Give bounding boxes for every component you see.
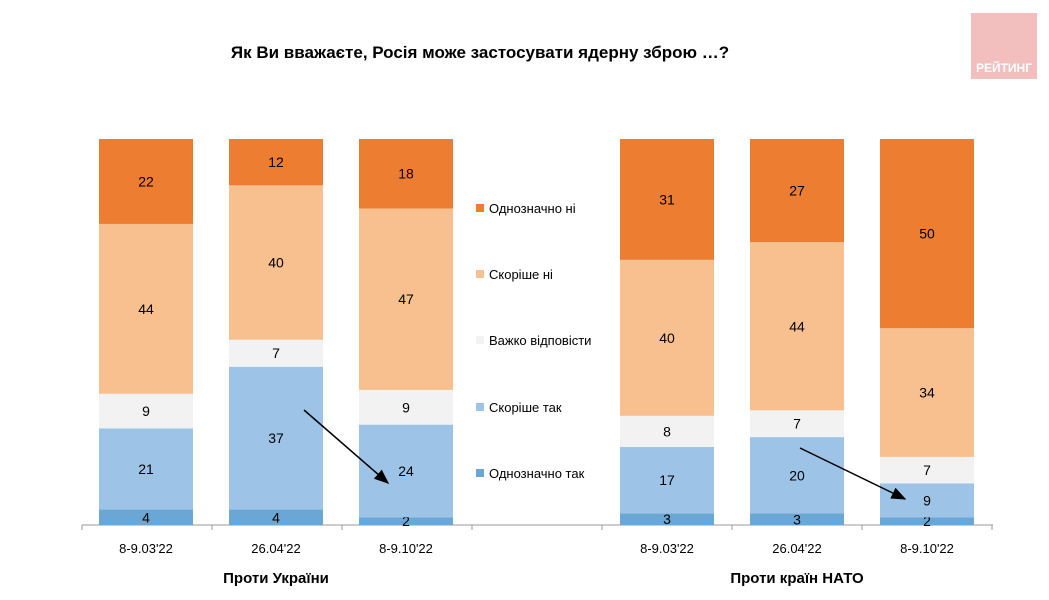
legend-swatch — [476, 336, 484, 344]
chart-title: Як Ви вважаєте, Росія може застосувати я… — [231, 43, 729, 62]
data-label: 9 — [402, 399, 410, 415]
bar-segment — [99, 509, 193, 525]
bar-segment — [359, 208, 453, 390]
legend-label: Скоріше так — [489, 400, 562, 415]
data-label: 3 — [793, 511, 801, 527]
data-label: 44 — [138, 301, 154, 317]
bar-segment — [99, 393, 193, 429]
trend-arrow — [799, 447, 907, 500]
x-tick-label: 8-9.10'22 — [379, 541, 433, 556]
bar-segment — [880, 139, 974, 329]
group-label: Проти України — [223, 570, 329, 587]
x-tick-label: 8-9.03'22 — [119, 541, 173, 556]
data-label: 22 — [138, 173, 154, 189]
data-label: 7 — [272, 345, 280, 361]
data-label: 9 — [142, 403, 150, 419]
data-label: 37 — [268, 430, 284, 446]
bar-segment — [880, 517, 974, 525]
bar-segment — [229, 339, 323, 367]
bar-segment — [620, 513, 714, 525]
data-label: 40 — [659, 330, 675, 346]
bar-segment — [750, 513, 844, 525]
data-label: 24 — [398, 463, 414, 479]
bar-segment — [750, 437, 844, 514]
bar-segment — [620, 259, 714, 416]
bar-segment — [359, 139, 453, 209]
data-label: 8 — [663, 423, 671, 439]
bar-segment — [359, 517, 453, 525]
legend-swatch — [476, 270, 484, 278]
bar-segment — [99, 428, 193, 510]
bar-segment — [620, 447, 714, 514]
data-label: 2 — [923, 513, 931, 529]
x-tick-label: 8-9.10'22 — [900, 541, 954, 556]
data-label: 17 — [659, 472, 675, 488]
bar-segment — [359, 389, 453, 425]
data-label: 7 — [793, 416, 801, 432]
logo-text: РЕЙТИНГ — [975, 61, 1033, 75]
legend-label: Однозначно ні — [489, 201, 576, 216]
data-label: 27 — [789, 183, 805, 199]
bar-segment — [880, 456, 974, 484]
data-label: 4 — [142, 509, 150, 525]
bar-segment — [880, 328, 974, 457]
bar-segment — [229, 509, 323, 525]
bar-segment — [229, 366, 323, 510]
bar-segment — [229, 139, 323, 186]
group-label: Проти країн НАТО — [730, 570, 864, 587]
legend-swatch — [476, 403, 484, 411]
data-label: 7 — [923, 462, 931, 478]
legend-swatch — [476, 469, 484, 477]
data-label: 31 — [659, 191, 675, 207]
bar-segment — [620, 139, 714, 260]
bar-segment — [229, 185, 323, 340]
legend-label: Важко відповісти — [489, 333, 591, 348]
data-label: 2 — [402, 513, 410, 529]
data-label: 4 — [272, 509, 280, 525]
x-tick-label: 26.04'22 — [772, 541, 821, 556]
data-label: 50 — [919, 226, 935, 242]
data-label: 9 — [923, 492, 931, 508]
data-label: 34 — [919, 385, 935, 401]
data-label: 21 — [138, 461, 154, 477]
bar-segment — [99, 139, 193, 224]
data-label: 18 — [398, 166, 414, 182]
legend-label: Скоріше ні — [489, 267, 553, 282]
bar-segment — [750, 242, 844, 411]
data-label: 40 — [268, 255, 284, 271]
bar-segment — [750, 139, 844, 243]
data-label: 47 — [398, 291, 414, 307]
legend-label: Однозначно так — [489, 466, 585, 481]
data-label: 3 — [663, 511, 671, 527]
data-label: 20 — [789, 467, 805, 483]
data-label: 44 — [789, 318, 805, 334]
data-label: 12 — [268, 154, 284, 170]
rating-logo: РЕЙТИНГ — [971, 13, 1037, 79]
bar-segment — [99, 223, 193, 394]
legend-swatch — [476, 204, 484, 212]
trend-arrow — [303, 409, 390, 484]
x-tick-label: 26.04'22 — [251, 541, 300, 556]
x-tick-label: 8-9.03'22 — [640, 541, 694, 556]
bar-segment — [620, 415, 714, 448]
bar-segment — [750, 410, 844, 438]
